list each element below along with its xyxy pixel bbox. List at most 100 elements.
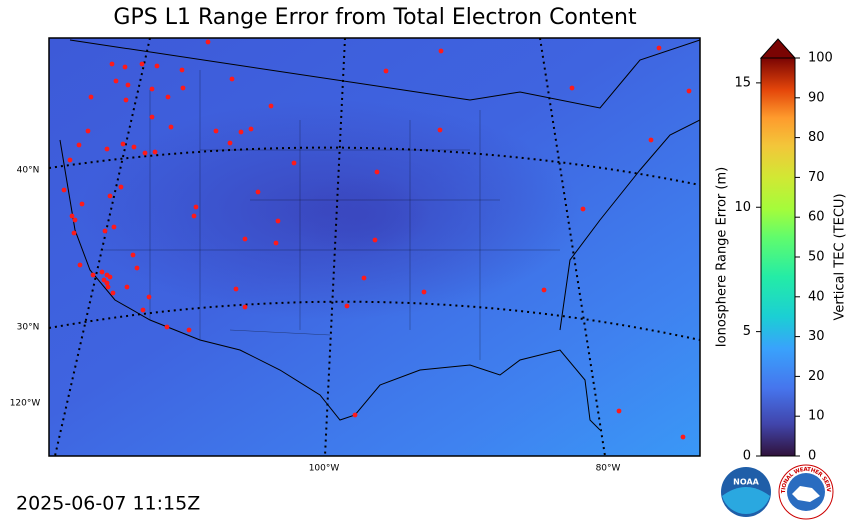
right-tick-label: 30 <box>808 329 825 344</box>
station <box>255 189 261 195</box>
station <box>88 94 94 100</box>
station <box>109 61 115 67</box>
station <box>146 294 152 300</box>
station <box>71 230 77 236</box>
station <box>99 269 105 275</box>
station <box>134 265 140 271</box>
left-tick-label: 15 <box>734 75 751 90</box>
station <box>541 287 547 293</box>
station <box>76 142 82 148</box>
station <box>72 217 78 223</box>
station <box>616 408 622 414</box>
right-tick-label: 100 <box>808 51 833 66</box>
stations <box>61 39 692 440</box>
noaa-logo: NOAA <box>721 467 771 517</box>
station <box>61 187 67 193</box>
station <box>361 275 367 281</box>
station <box>168 124 174 130</box>
station <box>569 85 575 91</box>
station <box>580 206 586 212</box>
station <box>85 128 91 134</box>
station <box>140 307 146 313</box>
station <box>154 63 160 69</box>
station <box>118 184 124 190</box>
graticule <box>49 38 700 456</box>
station <box>205 39 211 45</box>
station <box>374 169 380 175</box>
right-tick-label: 0 <box>808 449 816 464</box>
station <box>233 286 239 292</box>
colorbar: Ionosphere Range Error (m) Vertical TEC … <box>715 38 848 464</box>
station <box>122 64 128 70</box>
colorbar-extension <box>759 38 797 59</box>
lat-label: 40°N <box>17 166 40 176</box>
station <box>102 228 108 234</box>
timestamp: 2025-06-07 11:15Z <box>16 493 200 515</box>
station <box>191 213 197 219</box>
station <box>179 67 185 73</box>
station <box>104 280 110 286</box>
right-tick-label: 90 <box>808 90 825 105</box>
station <box>438 48 444 54</box>
station <box>242 304 248 310</box>
station <box>107 193 113 199</box>
right-tick-label: 70 <box>808 170 825 185</box>
station <box>273 240 279 246</box>
lon-label: 100°W <box>309 464 340 474</box>
station <box>139 61 145 67</box>
station <box>383 68 389 74</box>
colorbar-right-label: Vertical TEC (TECU) <box>833 193 848 320</box>
station <box>110 290 116 296</box>
station <box>248 126 254 132</box>
station <box>120 141 126 147</box>
station <box>372 237 378 243</box>
station <box>79 201 85 207</box>
right-tick-label: 80 <box>808 130 825 145</box>
lat-label: 30°N <box>17 323 40 333</box>
station <box>113 78 119 84</box>
station <box>131 144 137 150</box>
state-borders <box>100 70 560 360</box>
station <box>125 82 131 88</box>
right-tick-label: 20 <box>808 369 825 384</box>
station <box>165 94 171 100</box>
station <box>227 140 233 146</box>
station <box>344 303 350 309</box>
station <box>291 160 297 166</box>
station <box>213 128 219 134</box>
station <box>421 289 427 295</box>
station <box>656 45 662 51</box>
station <box>180 85 186 91</box>
station <box>186 327 192 333</box>
station <box>107 274 113 280</box>
noaa-text: NOAA <box>733 478 759 487</box>
tec-low <box>290 175 430 255</box>
station <box>149 114 155 120</box>
left-tick-label: 5 <box>743 324 751 339</box>
station <box>130 252 136 258</box>
station <box>104 146 110 152</box>
title: GPS L1 Range Error from Total Electron C… <box>113 5 637 30</box>
map-frame <box>48 37 701 457</box>
station <box>123 97 129 103</box>
station <box>268 103 274 109</box>
map <box>49 38 700 456</box>
station <box>352 412 358 418</box>
station <box>152 149 158 155</box>
coastline <box>59 39 700 431</box>
colorbar-body <box>760 57 796 457</box>
right-tick-label: 40 <box>808 289 825 304</box>
station <box>101 277 107 283</box>
station <box>149 86 155 92</box>
station <box>111 224 117 230</box>
station <box>238 129 244 135</box>
station <box>124 284 130 290</box>
lon-label: 80°W <box>596 464 621 474</box>
station <box>686 88 692 94</box>
right-tick-label: 60 <box>808 210 825 225</box>
station <box>90 272 96 278</box>
right-tick-label: 10 <box>808 409 825 424</box>
lon-label: 120°W <box>10 399 41 409</box>
station <box>437 127 443 133</box>
